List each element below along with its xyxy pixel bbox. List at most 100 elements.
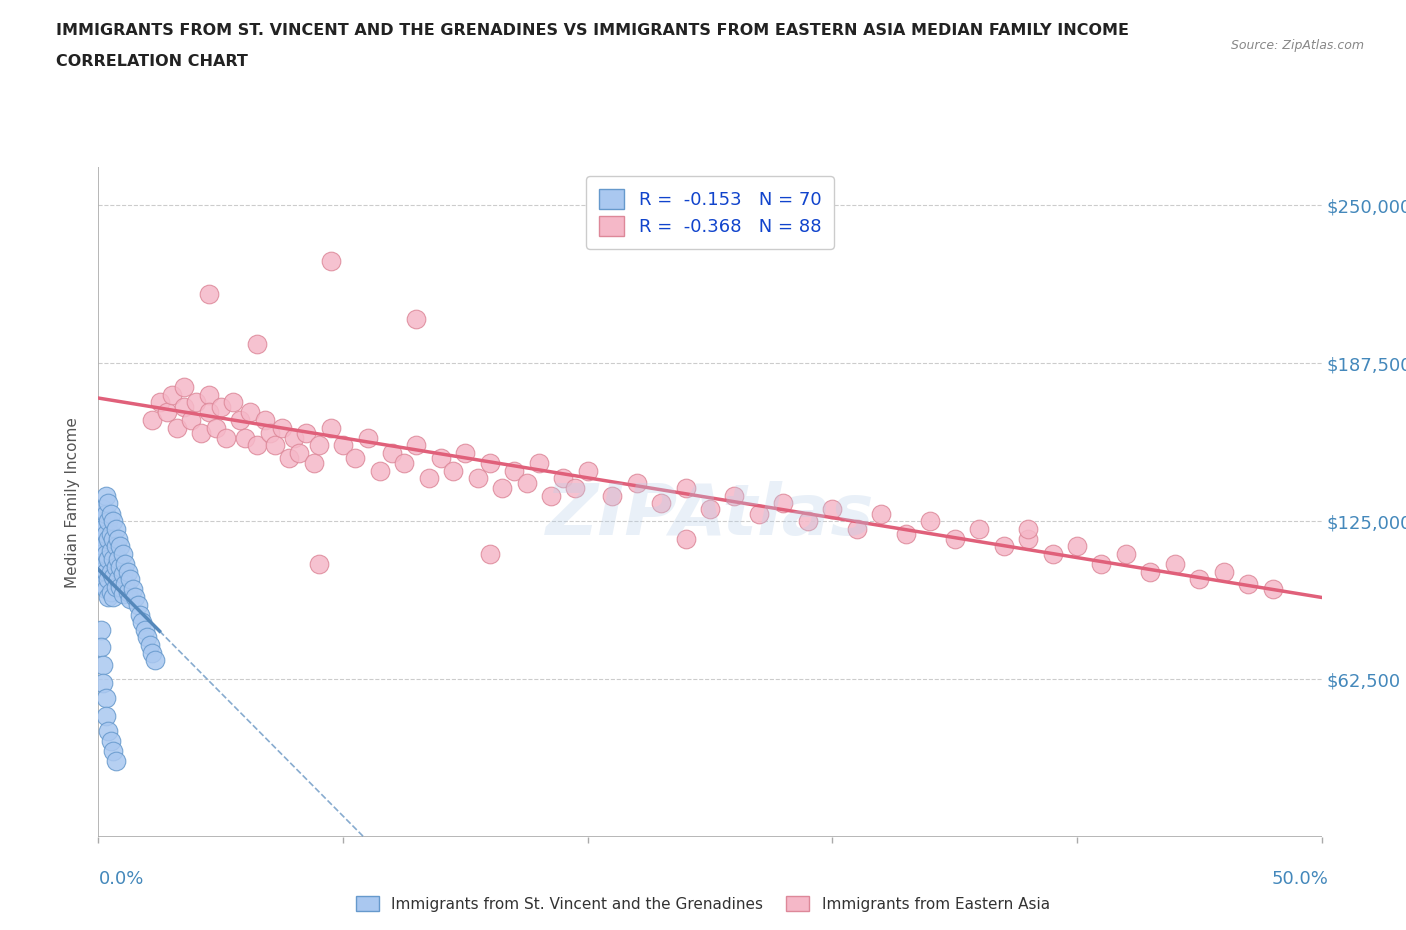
Point [821,501,844,516]
Point [94,547,117,562]
Point [141,645,163,660]
Point [180,413,202,428]
Text: ZIPAtlas: ZIPAtlas [546,481,875,550]
Point [270,420,294,435]
Text: Source: ZipAtlas.com: Source: ZipAtlas.com [1230,39,1364,52]
Point [104,522,127,537]
Point [478,456,501,471]
Point [173,400,195,415]
Point [870,506,893,521]
Legend: Immigrants from St. Vincent and the Grenadines, Immigrants from Eastern Asia: Immigrants from St. Vincent and the Gren… [350,889,1056,918]
Point [101,513,124,528]
Text: 50.0%: 50.0% [1272,870,1329,888]
Point [576,463,599,478]
Point [845,522,868,537]
Point [104,539,127,554]
Point [131,615,153,630]
Point [278,450,301,465]
Point [91,577,114,591]
Point [127,597,149,612]
Point [120,592,142,607]
Point [564,481,586,496]
Point [117,565,139,579]
Point [111,547,134,562]
Point [308,438,330,453]
Point [97,513,120,528]
Point [246,438,269,453]
Point [515,476,537,491]
Point [319,254,342,269]
Point [405,438,427,453]
Point [129,607,152,622]
Legend: R =  -0.153   N = 70, R =  -0.368   N = 88: R = -0.153 N = 70, R = -0.368 N = 88 [586,177,834,248]
Point [166,420,188,435]
Point [943,531,966,546]
Point [114,557,136,572]
Point [107,551,129,566]
Point [110,539,132,554]
Point [454,445,477,460]
Point [392,456,416,471]
Point [797,513,820,528]
Point [107,572,129,587]
Point [94,488,117,503]
Point [190,425,212,440]
Point [302,456,325,471]
Point [101,590,124,604]
Point [233,431,256,445]
Point [319,420,342,435]
Point [650,496,672,511]
Point [1115,547,1137,562]
Point [967,522,990,537]
Point [90,531,112,546]
Point [97,496,120,511]
Point [104,753,127,768]
Point [90,622,112,637]
Point [675,481,697,496]
Point [527,456,550,471]
Point [91,675,114,690]
Point [368,463,391,478]
Point [1017,522,1039,537]
Point [100,506,122,521]
Point [1066,539,1088,554]
Point [100,565,122,579]
Point [97,724,120,738]
Point [418,471,440,485]
Text: IMMIGRANTS FROM ST. VINCENT AND THE GRENADINES VS IMMIGRANTS FROM EASTERN ASIA M: IMMIGRANTS FROM ST. VINCENT AND THE GREN… [56,23,1129,38]
Text: 0.0%: 0.0% [98,870,143,888]
Point [920,513,942,528]
Point [91,522,114,537]
Point [110,579,132,594]
Point [143,653,166,668]
Point [101,569,124,584]
Point [600,488,623,503]
Point [160,388,183,403]
Point [699,501,721,516]
Point [283,431,305,445]
Point [288,445,311,460]
Point [308,557,330,572]
Point [503,463,526,478]
Point [214,431,236,445]
Point [263,438,285,453]
Point [100,734,122,749]
Point [540,488,562,503]
Point [97,590,120,604]
Point [90,640,112,655]
Point [91,658,114,672]
Point [173,379,195,394]
Point [253,413,276,428]
Point [136,630,159,644]
Point [104,579,127,594]
Point [97,572,120,587]
Point [186,395,208,410]
Point [197,286,219,301]
Point [246,337,269,352]
Point [1164,557,1187,572]
Point [381,445,404,460]
Point [1090,557,1112,572]
Point [90,565,112,579]
Point [239,405,262,420]
Point [209,400,232,415]
